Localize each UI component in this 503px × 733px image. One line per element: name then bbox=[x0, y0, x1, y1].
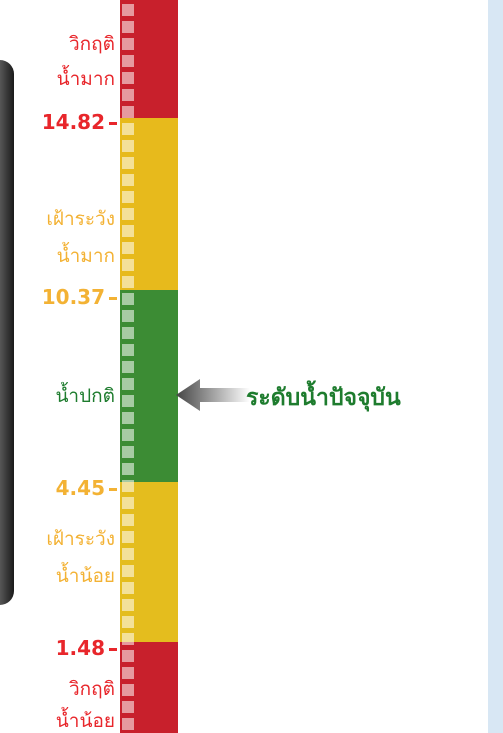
arrow bbox=[172, 375, 252, 415]
gauge-mark bbox=[122, 650, 134, 662]
gauge-mark bbox=[122, 395, 134, 407]
gauge bbox=[120, 0, 178, 733]
level-value: 10.37 bbox=[42, 287, 105, 307]
gauge-mark bbox=[122, 191, 134, 203]
level-value: 14.82 bbox=[42, 112, 105, 132]
gauge-mark bbox=[122, 208, 134, 220]
gauge-mark bbox=[122, 174, 134, 186]
gauge-mark bbox=[122, 21, 134, 33]
gauge-mark bbox=[122, 667, 134, 679]
level-value: 4.45 bbox=[56, 478, 105, 498]
zone-label: เฝ้าระวัง bbox=[46, 530, 115, 549]
gauge-mark bbox=[122, 310, 134, 322]
gauge-mark bbox=[122, 684, 134, 696]
level-dash bbox=[109, 297, 117, 300]
zone-label: น้ำมาก bbox=[57, 247, 115, 266]
gauge-mark bbox=[122, 514, 134, 526]
gauge-mark bbox=[122, 225, 134, 237]
gauge-mark bbox=[122, 72, 134, 84]
level-dash bbox=[109, 122, 117, 125]
gauge-mark bbox=[122, 616, 134, 628]
gauge-mark bbox=[122, 480, 134, 492]
zone-label: น้ำน้อย bbox=[56, 567, 115, 586]
zone-label: วิกฤติ bbox=[69, 680, 115, 699]
level-dash bbox=[109, 488, 117, 491]
gauge-mark bbox=[122, 106, 134, 118]
gauge-mark bbox=[122, 599, 134, 611]
gauge-mark bbox=[122, 4, 134, 16]
gauge-mark bbox=[122, 412, 134, 424]
zone-label: น้ำน้อย bbox=[56, 712, 115, 731]
gauge-mark bbox=[122, 327, 134, 339]
gauge-mark bbox=[122, 446, 134, 458]
gauge-mark bbox=[122, 633, 134, 645]
zone-label: เฝ้าระวัง bbox=[46, 210, 115, 229]
gauge-mark bbox=[122, 463, 134, 475]
gauge-mark bbox=[122, 565, 134, 577]
gauge-mark bbox=[122, 89, 134, 101]
gauge-mark bbox=[122, 259, 134, 271]
gauge-mark bbox=[122, 55, 134, 67]
zone-label: น้ำปกติ bbox=[55, 387, 115, 406]
gauge-mark bbox=[122, 548, 134, 560]
page: ระดับน้ำปัจจุบัน (() => { const data = J… bbox=[0, 0, 503, 733]
level-value: 1.48 bbox=[56, 638, 105, 658]
gauge-mark bbox=[122, 157, 134, 169]
gauge-mark bbox=[122, 38, 134, 50]
photo-edge bbox=[0, 60, 14, 605]
level-dash bbox=[109, 648, 117, 651]
gauge-mark bbox=[122, 531, 134, 543]
gauge-mark bbox=[122, 497, 134, 509]
zone-label: น้ำมาก bbox=[57, 70, 115, 89]
gauge-mark bbox=[122, 293, 134, 305]
gauge-mark bbox=[122, 718, 134, 730]
side-panel bbox=[488, 0, 503, 733]
gauge-mark bbox=[122, 123, 134, 135]
gauge-mark bbox=[122, 378, 134, 390]
current-level-label: ระดับน้ำปัจจุบัน bbox=[246, 380, 401, 416]
gauge-mark bbox=[122, 276, 134, 288]
gauge-mark bbox=[122, 361, 134, 373]
gauge-mark bbox=[122, 140, 134, 152]
gauge-mark bbox=[122, 344, 134, 356]
gauge-mark bbox=[122, 582, 134, 594]
zone-label: วิกฤติ bbox=[69, 35, 115, 54]
gauge-mark bbox=[122, 429, 134, 441]
gauge-mark bbox=[122, 701, 134, 713]
gauge-mark bbox=[122, 242, 134, 254]
